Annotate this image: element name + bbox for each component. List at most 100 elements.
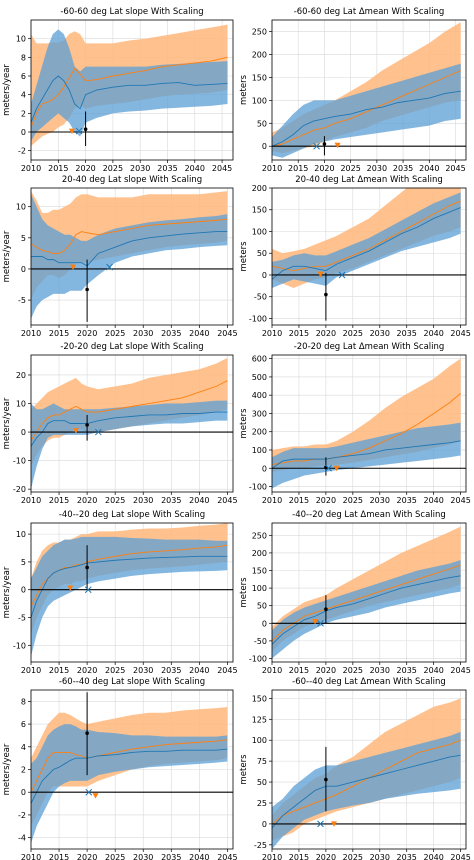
triangle-marker: [330, 821, 337, 827]
y-tick-label: -100: [249, 654, 267, 663]
y-tick-label: -50: [254, 293, 267, 302]
chart-panel-2: 2010 2015 2020 2025 2030 2035 2040 2045 0 50 100 15…: [239, 7, 467, 173]
chart-title: 20-40 deg Lat slope With Scaling: [62, 175, 202, 185]
y-tick-label: 50: [257, 249, 267, 258]
y-tick-label: 5: [21, 558, 26, 567]
axes-frame: [271, 354, 467, 493]
y-tick-label: 100: [252, 584, 267, 593]
observation-point: [85, 565, 89, 570]
x-tick-label: 2015: [49, 329, 69, 338]
observation-point: [83, 127, 88, 131]
blue-band: [272, 63, 461, 158]
blue-mean-line: [272, 207, 461, 280]
x-tick-label: 2030: [370, 329, 390, 338]
x-tick-label: 2010: [21, 666, 41, 675]
y-tick-label: 10: [16, 400, 26, 409]
blue-band: [31, 400, 228, 490]
blue-mean-line: [272, 754, 461, 829]
y-tick-label: -20: [13, 485, 26, 494]
x-tick-label: 2035: [393, 164, 413, 173]
plot-content: [31, 357, 233, 490]
x-marker: [317, 619, 324, 627]
y-tick-label: 0: [262, 820, 267, 829]
y-tick-label: 200: [252, 549, 267, 558]
x-tick-label: 2015: [288, 164, 308, 173]
x-tick-label: 2045: [450, 666, 470, 675]
y-tick-label: -2: [18, 811, 26, 820]
observation-point: [85, 731, 89, 735]
y-tick-label: 150: [252, 206, 267, 215]
x-tick-label: 2010: [262, 496, 282, 505]
y-tick-label: 2: [21, 766, 26, 775]
x-tick-label: 2020: [77, 496, 97, 505]
y-tick-label: 0: [21, 586, 26, 595]
y-axis-label: meters/year: [2, 64, 12, 116]
chart-panel-8: 2010 2015 2020 2025 2030 2035 2040 2045 -100 -50 0…: [239, 510, 471, 675]
plot-content: [272, 698, 466, 849]
y-tick-label: 250: [252, 27, 267, 36]
x-tick-label: 2030: [133, 666, 153, 675]
y-tick-label: 600: [252, 355, 267, 364]
chart-title: -20-20 deg Lat slope With Scaling: [60, 342, 203, 352]
plot-content: [272, 526, 466, 659]
x-tick-label: 2015: [289, 666, 309, 675]
y-tick-label: 300: [252, 409, 267, 418]
x-tick-label: 2030: [367, 164, 387, 173]
blue-mean-line: [31, 555, 228, 618]
blue-mean-line: [272, 90, 461, 147]
triangle-marker: [317, 271, 324, 278]
x-marker: [85, 788, 93, 796]
x-tick-label: 2035: [161, 329, 181, 338]
y-tick-label: 150: [252, 567, 267, 576]
x-tick-label: 2045: [450, 496, 470, 505]
x-tick-label: 2020: [316, 853, 336, 860]
blue-band: [31, 194, 228, 319]
axes-frame: [30, 522, 234, 663]
blue-band: [272, 559, 461, 659]
y-axis-label: meters: [239, 74, 249, 105]
y-tick-label: 25: [257, 799, 267, 808]
axes-frame: [30, 187, 234, 326]
x-tick-label: 2025: [343, 666, 363, 675]
plot-content: [272, 188, 466, 321]
orange-mean-line: [272, 739, 461, 825]
y-tick-label: 4: [21, 91, 26, 100]
x-tick-label: 2020: [316, 496, 336, 505]
observation-point: [324, 607, 328, 612]
x-tick-label: 2035: [397, 496, 417, 505]
x-tick-label: 2030: [370, 853, 390, 860]
y-tick-label: 100: [252, 227, 267, 236]
chart-title: -20-20 deg Lat Δmean With Scaling: [294, 342, 445, 352]
y-tick-label: -4: [18, 834, 26, 843]
x-tick-label: 2020: [75, 164, 95, 173]
x-tick-label: 2045: [445, 164, 465, 173]
y-tick-label: 0: [21, 128, 26, 137]
blue-mean-line: [272, 575, 461, 645]
orange-mean-line: [31, 380, 228, 441]
y-tick-label: -5: [18, 614, 26, 623]
y-tick-label: 10: [16, 35, 26, 44]
axes-frame: [271, 187, 467, 326]
blue-mean-line: [31, 411, 228, 447]
y-tick-label: 150: [252, 73, 267, 82]
y-tick-label: 50: [257, 602, 267, 611]
x-tick-label: 2010: [21, 496, 41, 505]
orange-mean-line: [31, 56, 228, 128]
plot-content: [272, 358, 466, 489]
triangle-marker: [312, 619, 319, 625]
chart-panel-4: 2010 2015 2020 2025 2030 2035 2040 2045 -100 -50 0…: [239, 175, 471, 338]
plot-content: [31, 24, 233, 147]
blue-mean-line: [31, 75, 228, 123]
x-tick-label: 2045: [217, 329, 237, 338]
triangle-marker: [67, 585, 74, 592]
y-tick-label: 0: [262, 619, 267, 628]
orange-mean-line: [272, 200, 461, 272]
y-tick-label: 75: [257, 757, 267, 766]
y-tick-label: 100: [252, 96, 267, 105]
plot-content: [31, 523, 233, 657]
y-tick-label: 10: [16, 530, 26, 539]
y-tick-label: -50: [254, 637, 267, 646]
x-tick-label: 2040: [189, 666, 209, 675]
observation-point: [322, 142, 327, 146]
x-tick-label: 2020: [77, 853, 97, 860]
